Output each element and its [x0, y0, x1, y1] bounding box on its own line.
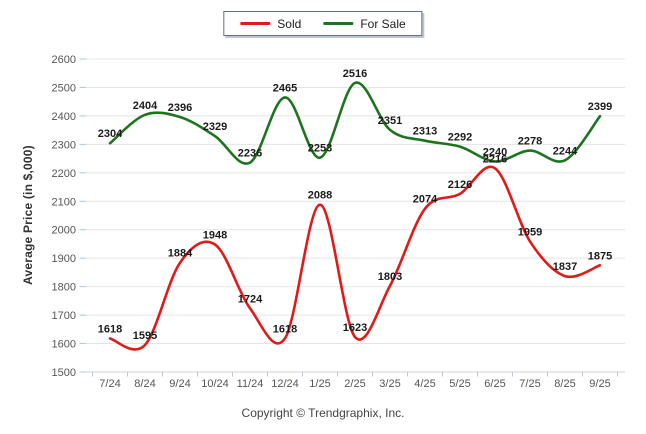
data-label-for-sale: 2396	[168, 102, 192, 114]
chart-legend: Sold For Sale	[223, 11, 423, 36]
x-tick-label: 10/24	[201, 378, 229, 390]
x-tick-label: 9/25	[589, 378, 610, 390]
x-tick-label: 8/24	[134, 378, 155, 390]
sold-line-swatch-icon	[240, 22, 271, 25]
data-label-for-sale: 2399	[588, 101, 612, 113]
x-tick-label: 3/25	[379, 378, 400, 390]
data-label-sold: 1618	[98, 323, 122, 335]
data-label-for-sale: 2329	[203, 121, 227, 133]
y-tick-label: 1500	[52, 367, 76, 379]
data-label-sold: 1837	[553, 261, 577, 273]
x-tick-label: 4/25	[414, 378, 435, 390]
legend-item-for-sale: For Sale	[323, 16, 406, 31]
data-label-sold: 1948	[203, 230, 227, 242]
data-label-sold: 1875	[588, 250, 612, 262]
data-label-sold: 2074	[413, 194, 438, 206]
legend-label-sold: Sold	[277, 16, 302, 31]
copyright-text: Copyright © Trendgraphix, Inc.	[241, 406, 405, 420]
data-label-for-sale: 2516	[343, 68, 367, 80]
x-tick-label: 7/24	[99, 378, 120, 390]
data-label-sold: 1959	[518, 226, 542, 238]
sold-line	[108, 165, 602, 351]
y-tick-label: 1700	[52, 310, 76, 322]
data-label-sold: 1724	[238, 293, 263, 305]
y-tick-label: 1900	[52, 253, 76, 265]
y-tick-label: 2500	[52, 82, 76, 94]
data-label-for-sale: 2253	[308, 143, 332, 155]
legend-label-for-sale: For Sale	[360, 16, 406, 31]
x-tick-label: 8/25	[554, 378, 575, 390]
data-label-for-sale: 2304	[98, 128, 123, 140]
data-label-sold: 1618	[273, 323, 297, 335]
data-label-sold: 2126	[448, 179, 472, 191]
x-tick-label: 5/25	[449, 378, 470, 390]
data-label-for-sale: 2244	[553, 145, 578, 157]
x-tick-label: 2/25	[344, 378, 365, 390]
y-tick-label: 2600	[52, 54, 76, 66]
y-tick-label: 2300	[52, 139, 76, 151]
for-sale-line-swatch-icon	[323, 22, 354, 25]
x-tick-label: 6/25	[484, 378, 505, 390]
data-label-sold: 1623	[343, 322, 367, 334]
data-label-for-sale: 2351	[378, 115, 402, 127]
data-label-for-sale: 2404	[133, 100, 158, 112]
x-tick-label: 11/24	[237, 378, 264, 390]
data-label-for-sale: 2292	[448, 132, 472, 144]
data-label-for-sale: 2240	[483, 146, 507, 158]
data-label-for-sale: 2313	[413, 126, 437, 138]
y-tick-label: 2100	[52, 196, 76, 208]
y-tick-label: 1800	[52, 282, 76, 294]
legend-item-sold: Sold	[240, 18, 301, 30]
data-label-sold: 2216	[483, 153, 507, 165]
data-label-sold: 2088	[308, 190, 332, 202]
data-label-for-sale: 2236	[238, 148, 262, 160]
x-tick-label: 9/24	[169, 378, 190, 390]
y-tick-label: 2400	[52, 111, 76, 123]
y-tick-label: 2000	[52, 225, 76, 237]
x-tick-label: 7/25	[519, 378, 540, 390]
data-label-sold: 1595	[133, 330, 157, 342]
data-label-for-sale: 2465	[273, 82, 297, 94]
y-tick-label: 2200	[52, 168, 76, 180]
for-sale-line	[108, 81, 602, 165]
y-tick-label: 1600	[52, 339, 76, 351]
x-tick-label: 1/25	[309, 378, 330, 390]
data-label-sold: 1884	[168, 248, 193, 260]
x-tick-label: 12/24	[271, 378, 299, 390]
data-label-sold: 1803	[378, 271, 402, 283]
data-label-for-sale: 2278	[518, 136, 542, 148]
